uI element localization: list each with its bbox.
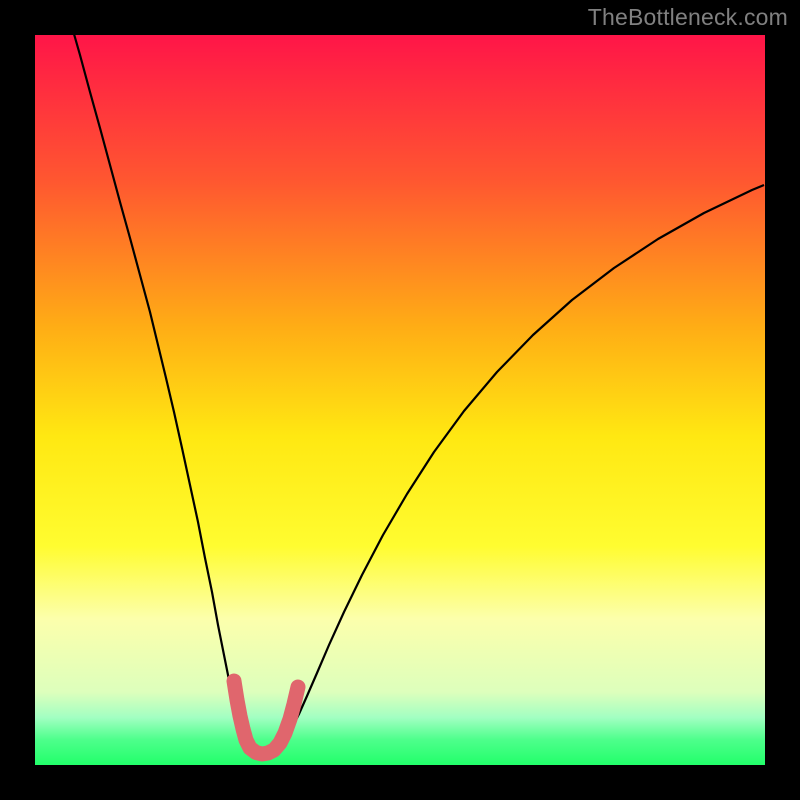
watermark-text: TheBottleneck.com xyxy=(588,4,788,31)
gradient-plot-area xyxy=(35,35,765,765)
stage: TheBottleneck.com xyxy=(0,0,800,800)
bottleneck-chart xyxy=(0,0,800,800)
